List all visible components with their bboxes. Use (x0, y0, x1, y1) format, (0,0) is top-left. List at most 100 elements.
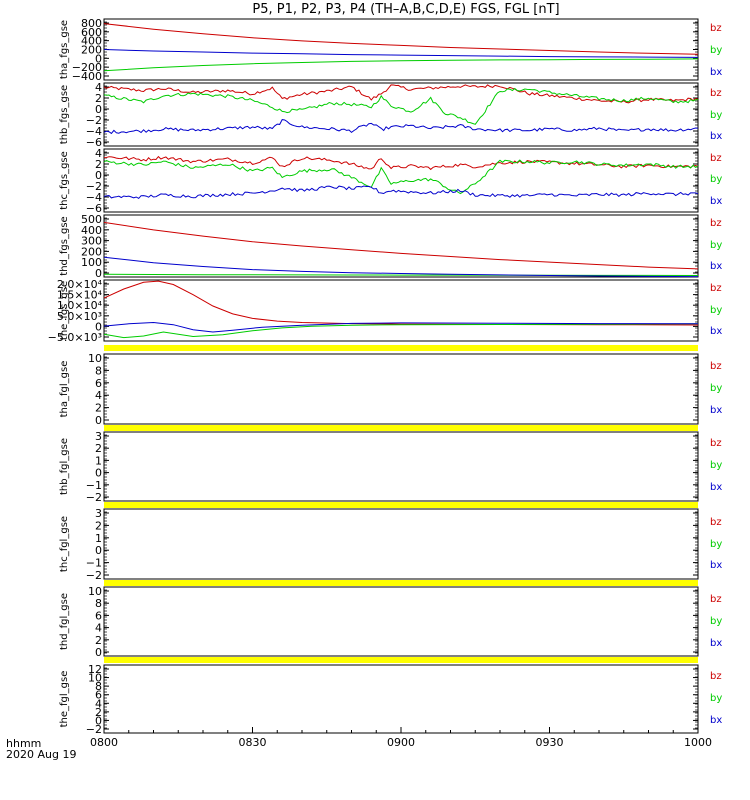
legend-by: by (710, 110, 722, 121)
y-tick-label: 2 (95, 442, 102, 455)
y-tick-label: 0 (95, 267, 102, 280)
y-axis-label: the_fgs_gse (59, 281, 70, 340)
legend-bz: bz (710, 88, 722, 99)
y-tick-label: 200 (81, 245, 102, 258)
panel-the-fgs-gse: 2.0×10⁴1.5×10⁴1.0×10⁴5.0×10³0−5.0×10³the… (48, 278, 723, 344)
legend-bz: bz (710, 594, 722, 605)
y-tick-label: 2 (95, 634, 102, 647)
y-tick-label: −200 (72, 61, 102, 74)
y-tick-label: −2 (86, 114, 102, 127)
y-tick-label: 4 (95, 622, 102, 635)
legend-bx: bx (710, 326, 722, 337)
panel-frame (103, 82, 699, 147)
y-tick-label: 400 (81, 35, 102, 48)
data-gap-bar (104, 425, 698, 431)
data-gap-bar (104, 657, 698, 663)
y-tick-label: 0 (95, 646, 102, 659)
y-tick-label: −2 (86, 180, 102, 193)
y-axis-label: the_fgl_gse (59, 671, 70, 728)
y-tick-label: 0 (95, 544, 102, 557)
panel-frame (103, 18, 699, 81)
y-tick-label: −4 (86, 125, 102, 138)
y-tick-label: 8 (95, 364, 102, 377)
legend-by: by (710, 383, 722, 394)
time-format-label: hhmm (6, 737, 41, 750)
legend-by: by (710, 305, 722, 316)
y-tick-label: 2.0×10⁴ (57, 278, 103, 291)
y-tick-label: 2 (95, 402, 102, 415)
series-bx-line (103, 119, 699, 135)
panel-frame (103, 508, 699, 580)
series-by-line (103, 273, 699, 276)
y-tick-label: 400 (81, 224, 102, 237)
chart-title: P5, P1, P2, P3, P4 (TH–A,B,C,D,E) FGS, F… (252, 2, 559, 17)
x-tick-label: 1000 (684, 736, 712, 749)
y-tick-label: −2 (86, 491, 102, 504)
y-tick-label: 1 (95, 532, 102, 545)
y-axis-label: thc_fgs_gse (59, 151, 70, 210)
x-tick-label: 0930 (536, 736, 564, 749)
y-tick-label: 200 (81, 44, 102, 57)
y-axis-label: thb_fgs_gse (59, 85, 70, 144)
legend-bz: bz (710, 438, 722, 449)
y-tick-label: 10 (88, 585, 102, 598)
y-axis-label: thd_fgs_gse (59, 216, 70, 275)
y-tick-label: 4 (95, 147, 102, 160)
series-bz-line (103, 23, 699, 55)
panel-frame (103, 664, 699, 734)
y-tick-label: 1 (95, 454, 102, 467)
panel-frame (103, 148, 699, 213)
legend-bx: bx (710, 482, 722, 493)
y-tick-label: 800 (81, 17, 102, 30)
y-tick-label: 0 (95, 52, 102, 65)
panel-thb-fgs-gse: 420−2−4−6 thb_fgs_gse bz by bx (59, 81, 722, 149)
x-tick-label: 0800 (90, 736, 118, 749)
y-tick-label: 2 (95, 706, 102, 719)
data-gap-bar (104, 580, 698, 586)
panel-frame (103, 353, 699, 425)
panel-frame (103, 431, 699, 502)
legend-bx: bx (710, 196, 722, 207)
legend-bx: bx (710, 131, 722, 142)
legend-by: by (710, 460, 722, 471)
legend-by: by (710, 616, 722, 627)
y-tick-label: 2 (95, 158, 102, 171)
y-tick-label: 12 (88, 663, 102, 676)
series-bx-line (103, 185, 699, 200)
series-bx-line (103, 256, 699, 278)
series-bz-line (103, 221, 699, 270)
legend-by: by (710, 45, 722, 56)
y-tick-label: 10 (88, 352, 102, 365)
panel-frame (103, 586, 699, 657)
y-tick-label: 8 (95, 680, 102, 693)
y-tick-label: −400 (72, 70, 102, 83)
y-axis-label: thb_fgl_gse (59, 438, 70, 495)
y-tick-label: 0 (95, 169, 102, 182)
legend-bx: bx (710, 560, 722, 571)
y-tick-label: 4 (95, 81, 102, 94)
y-tick-label: 300 (81, 235, 102, 248)
panel-frame (103, 214, 699, 278)
y-tick-label: 100 (81, 256, 102, 269)
y-tick-label: 0 (95, 467, 102, 480)
series-by-line (103, 159, 699, 195)
y-tick-label: 1.5×10⁴ (57, 289, 103, 302)
y-tick-label: 6 (95, 377, 102, 390)
legend-bx: bx (710, 405, 722, 416)
data-gap-bar (104, 345, 698, 351)
legend-bz: bz (710, 218, 722, 229)
y-tick-label: −6 (86, 136, 102, 149)
y-axis-label: thd_fgl_gse (59, 593, 70, 650)
legend-by: by (710, 174, 722, 185)
series-by-line (103, 58, 699, 72)
series-by-line (103, 87, 699, 125)
y-tick-label: −1 (86, 479, 102, 492)
y-tick-label: 600 (81, 26, 102, 39)
y-axis-label: thc_fgl_gse (59, 516, 70, 572)
